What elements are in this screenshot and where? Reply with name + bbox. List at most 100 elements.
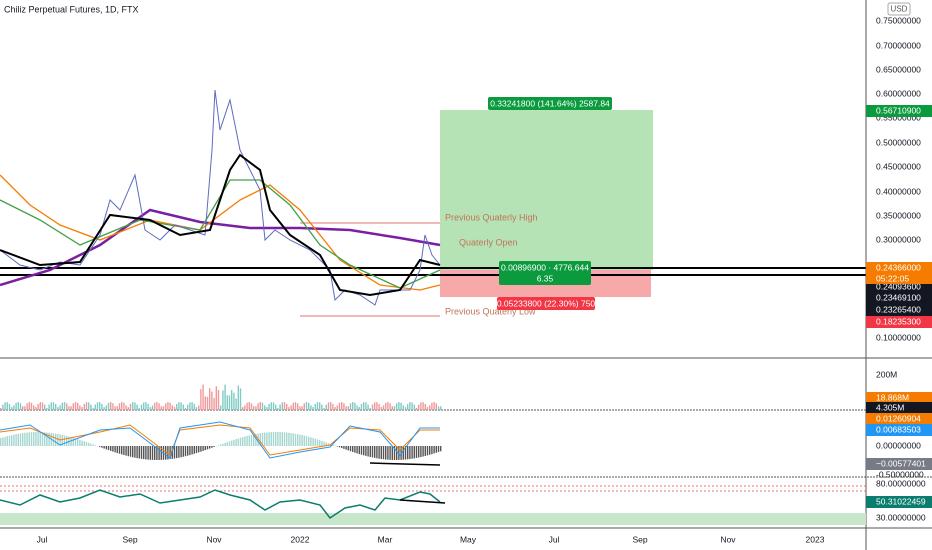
histogram-bar [145,446,147,460]
time-label: 2022 [291,534,310,544]
volume-bar [180,402,182,410]
volume-bar [167,402,169,410]
annotation: Previous Quaterly Low [445,306,536,316]
histogram-bar [325,442,327,446]
volume-bar [125,405,127,410]
volume-bar [112,403,114,410]
volume-bar [85,402,88,410]
entry-label-bg [499,261,591,285]
macd-line [0,421,440,459]
volume-bar [134,402,136,410]
histogram-bar [409,446,411,460]
volume-bar [259,402,261,410]
volume-bar [371,404,374,410]
histogram-bar [156,446,158,460]
volume-bar [176,403,178,410]
histogram-bar [376,446,378,459]
volume-bar [22,406,24,410]
time-label: Mar [378,534,393,544]
histogram-bar [228,441,231,446]
histogram-bar [118,446,121,454]
histogram-bar [77,439,79,446]
volume-bar [393,406,396,410]
histogram-bar [127,446,129,457]
histogram-bar [358,446,360,455]
annotation: Quaterly Open [459,237,518,247]
histogram-bar [151,446,154,460]
volume-bar [385,402,387,410]
rsi-line [0,489,441,520]
volume-bar [437,406,440,410]
histogram-bar [396,446,398,460]
histogram-bar [202,446,204,451]
histogram-bar [246,435,248,446]
volume-bar [288,407,290,410]
histogram-bar [431,446,433,455]
volume-bar [279,404,281,410]
histogram-bar [257,433,259,446]
histogram-bar [385,446,387,460]
price-tag-bg [866,304,932,316]
histogram-bar [226,442,228,446]
histogram-bar [354,446,356,453]
histogram-bar [266,432,268,446]
volume-bar [257,403,259,410]
price-tag: 0.24093600 [876,281,921,291]
histogram-bar [61,434,63,446]
histogram-bar [26,432,28,446]
volume-tag-bg [866,392,932,404]
volume-bar [387,402,389,410]
price-tag: 0.18235300 [876,316,921,326]
volume-bar [440,406,442,410]
volume-bar [319,402,321,410]
histogram-bar [305,436,308,446]
entry-ratio: 6.35 [537,273,554,283]
histogram-bar [387,446,389,460]
histogram-bar [345,446,347,450]
histogram-bar [415,446,418,458]
histogram-bar [283,432,286,446]
volume-bar [270,402,272,410]
volume-bar [323,407,325,410]
volume-bar [312,407,314,410]
histogram-bar [204,446,206,451]
volume-bar [88,402,90,410]
volume-bar [435,403,437,410]
volume-bar [310,405,312,410]
price-label: 0.10000000 [876,332,921,342]
volume-bar [352,402,354,410]
histogram-bar [420,446,422,458]
volume-bar [378,403,380,410]
volume-bar [327,402,330,410]
volume-bar [191,402,193,410]
histogram-bar [129,446,132,457]
macd-axis-label: -0.50000000 [876,469,924,479]
volume-bar [261,402,264,410]
histogram-bar [347,446,349,451]
histogram-bar [88,442,90,446]
macd-tag-bg [866,413,932,425]
histogram-bar [264,432,266,446]
volume-bar [431,402,433,410]
volume-bar [321,404,323,410]
histogram-bar [360,446,363,455]
volume-bar [68,406,70,410]
volume-bar [411,402,413,410]
histogram-bar [440,446,442,452]
histogram-bar [371,446,374,458]
histogram-bar [343,446,345,449]
histogram-bar [140,446,143,459]
histogram-bar [182,446,184,457]
macd-tag: 0.00683503 [876,424,921,434]
volume-bar [0,408,2,410]
volume-bar [24,406,26,410]
volume-bar [325,404,327,410]
volume-bar [314,403,316,410]
volume-bar [171,405,173,410]
histogram-bar [35,432,37,446]
histogram-bar [103,446,105,449]
histogram-bar [74,438,77,446]
histogram-bar [90,443,92,446]
histogram-bar [244,436,246,446]
volume-bar [268,403,270,410]
